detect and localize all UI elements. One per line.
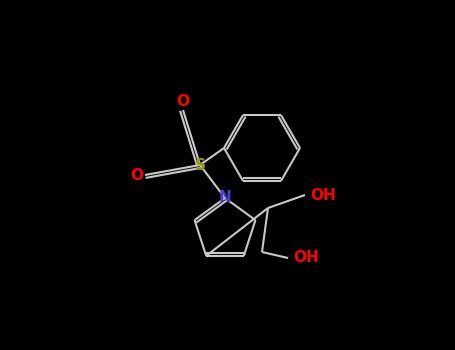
Text: OH: OH (293, 251, 319, 266)
Text: OH: OH (310, 188, 336, 203)
Text: N: N (218, 190, 232, 205)
Text: O: O (131, 168, 143, 182)
Text: S: S (194, 158, 206, 173)
Text: O: O (177, 94, 189, 110)
